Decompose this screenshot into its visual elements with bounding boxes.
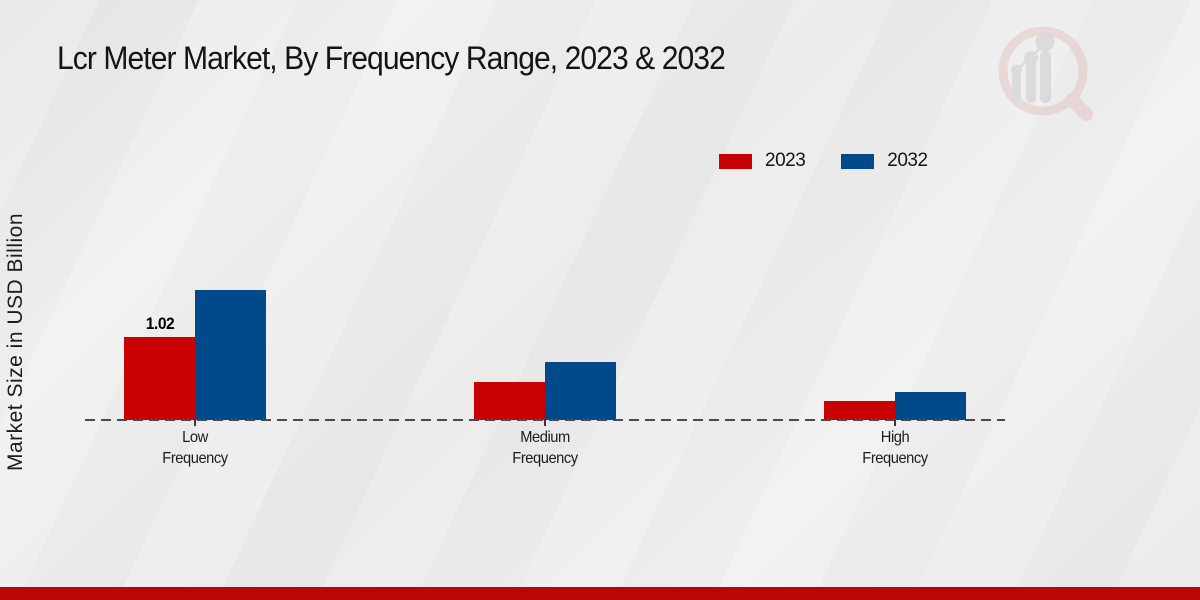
- x-category-label-low-frequency: Low Frequency: [162, 429, 228, 467]
- magnifier-handle-icon: [1065, 93, 1093, 121]
- x-axis-tick: [544, 420, 546, 426]
- x-category-label-high-frequency: High Frequency: [862, 429, 928, 467]
- x-category-label-medium-frequency: Medium Frequency: [512, 429, 578, 467]
- bar-value-label-2023-low-frequency: 1.02: [145, 314, 174, 333]
- legend-label-2023: 2023: [765, 150, 806, 171]
- mrfr-logo-watermark: [998, 26, 1093, 121]
- legend: 2023 2032: [719, 150, 928, 172]
- legend-item-2023: 2023: [719, 150, 806, 172]
- chart-title: Lcr Meter Market, By Frequency Range, 20…: [57, 40, 726, 76]
- x-axis-tick: [194, 420, 196, 426]
- trend-line-icon: [1015, 41, 1046, 71]
- legend-item-2032: 2032: [841, 150, 928, 172]
- dot-icon: [1035, 32, 1055, 52]
- bar-2032-high-frequency: [895, 392, 966, 420]
- bar-icon: [1040, 51, 1051, 103]
- dot-icon: [1011, 64, 1022, 76]
- bar-2032-low-frequency: [195, 290, 266, 420]
- legend-swatch-2032-icon: [841, 153, 875, 169]
- bar-icon: [1012, 68, 1021, 103]
- bar-2023-medium-frequency: [474, 382, 545, 420]
- dot-icon: [1024, 51, 1038, 65]
- bar-2032-medium-frequency: [545, 362, 616, 420]
- footer-accent-band: [0, 587, 1200, 600]
- magnifier-ring-icon: [998, 26, 1088, 116]
- bar-2023-low-frequency: [124, 337, 195, 420]
- bar-2023-high-frequency: [824, 401, 895, 420]
- x-axis-tick: [894, 420, 896, 426]
- legend-label-2032: 2032: [887, 150, 928, 171]
- y-axis-label: Market Size in USD Billion: [4, 212, 27, 472]
- bar-icon: [1026, 60, 1036, 103]
- legend-swatch-2023-icon: [719, 153, 752, 169]
